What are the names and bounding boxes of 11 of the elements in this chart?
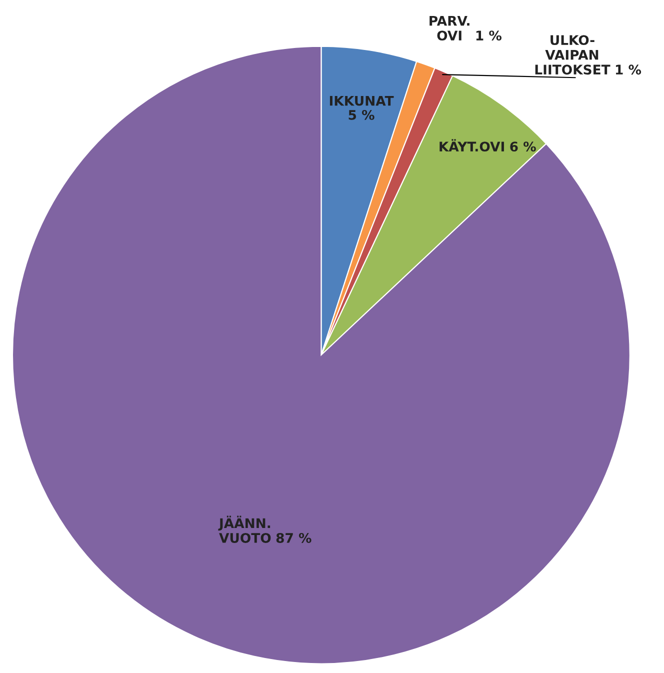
data-label: 87 % (276, 532, 312, 543)
slice-label: IKKUNAT (330, 96, 394, 106)
data-label: 5 % (348, 110, 374, 120)
slice-label: PARV. OVI (430, 16, 470, 41)
slice-label: ULKO- VAIPAN LIITOKSET (535, 35, 610, 75)
data-label: 1 % (616, 64, 642, 75)
pie-slice (12, 46, 630, 664)
data-label: 1 % (476, 30, 502, 41)
data-label: 6 % (510, 142, 536, 152)
slice-label: JÄÄNN. VUOTO (218, 516, 271, 543)
slice-label: KÄYT.OVI (440, 139, 504, 152)
